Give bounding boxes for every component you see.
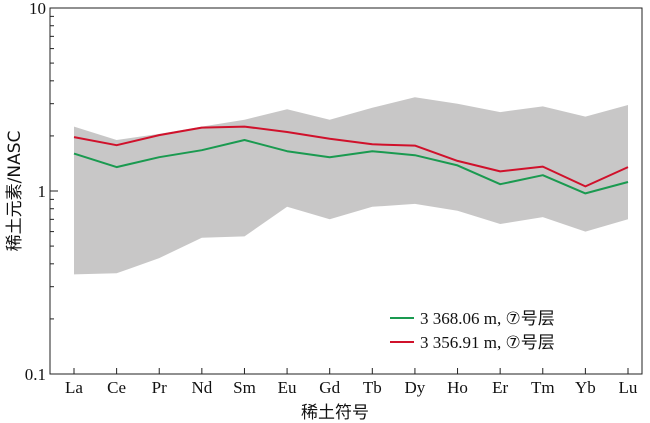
x-tick-label: Nd: [191, 378, 212, 397]
series-line-1: [73, 139, 629, 195]
y-axis-title: 稀土元素/NASC: [5, 131, 25, 252]
x-axis-title: 稀土符号: [301, 403, 369, 423]
x-tick-label: Eu: [278, 378, 297, 397]
x-tick-label: Yb: [575, 378, 596, 397]
x-tick-label: Lu: [619, 378, 638, 397]
x-tick-label: Ho: [447, 378, 468, 397]
x-tick-label: Tb: [363, 378, 382, 397]
y-tick-label: 0.1: [25, 365, 46, 384]
x-tick-label: Er: [492, 378, 508, 397]
x-tick-label: Sm: [233, 378, 256, 397]
x-tick-label: Pr: [152, 378, 167, 397]
x-tick-label: La: [65, 378, 83, 397]
legend-label-2: 3 356.91 m, ⑦号层: [420, 333, 555, 352]
series-line-2: [73, 125, 629, 188]
legend-label-1: 3 368.06 m, ⑦号层: [420, 309, 555, 328]
x-tick-label: Tm: [531, 378, 555, 397]
range-band: [74, 97, 628, 275]
x-tick-label: Ce: [107, 378, 126, 397]
y-tick-label: 10: [29, 0, 46, 18]
y-tick-label: 1: [38, 182, 47, 201]
y-axis: 0.1 1 10: [25, 0, 58, 384]
plot-area: [49, 7, 643, 375]
x-tick-label: Dy: [405, 378, 426, 397]
x-tick-label: Gd: [319, 378, 340, 397]
legend: 3 368.06 m, ⑦号层 3 356.91 m, ⑦号层: [390, 309, 555, 352]
x-axis: La Ce Pr Nd Sm Eu Gd Tb Dy Ho Er Tm Yb Lu: [65, 368, 638, 397]
